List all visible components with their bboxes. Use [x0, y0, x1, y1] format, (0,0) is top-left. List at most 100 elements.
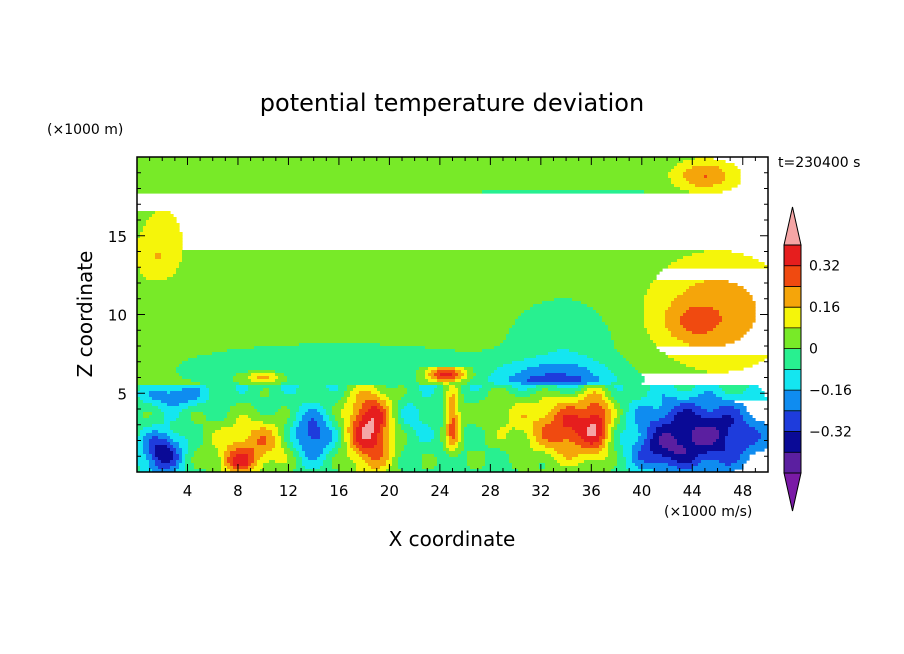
contour-cell [398, 421, 405, 425]
contour-cell [668, 463, 699, 467]
contour-cell [350, 424, 354, 428]
contour-cell [356, 400, 366, 404]
contour-cell [437, 370, 456, 374]
contour-cell [695, 403, 744, 407]
contour-cell [182, 388, 201, 392]
contour-cell [725, 391, 744, 395]
contour-cell [617, 451, 624, 455]
contour-cell [278, 430, 285, 434]
contour-cell [440, 436, 447, 440]
contour-cell [437, 379, 456, 383]
contour-cell [332, 409, 342, 413]
contour-cell [458, 388, 462, 392]
contour-cell [464, 397, 486, 401]
contour-cell [728, 430, 759, 434]
contour-cell [725, 178, 741, 182]
contour-cell [137, 229, 144, 233]
contour-cell [137, 418, 165, 422]
contour-cell [137, 442, 144, 446]
contour-cell [458, 397, 465, 401]
contour-cell [137, 358, 189, 362]
contour-cell [332, 457, 351, 461]
contour-cell [635, 412, 669, 416]
contour-cell [461, 415, 510, 419]
contour-cell [326, 445, 336, 449]
contour-cell [296, 415, 303, 419]
contour-cell [512, 325, 609, 329]
contour-cell [341, 430, 345, 434]
contour-cell [530, 307, 594, 311]
contour-cell [224, 451, 231, 455]
contour-cell [338, 439, 342, 443]
contour-cell [374, 421, 384, 425]
contour-cell [350, 436, 354, 440]
contour-cell [398, 460, 423, 464]
contour-cell [587, 394, 603, 398]
contour-cell [170, 391, 201, 395]
contour-cell [602, 424, 606, 428]
contour-cell [152, 403, 168, 407]
contour-cell [593, 358, 627, 362]
contour-cell [623, 409, 630, 413]
contour-cell [362, 427, 375, 431]
contour-cell [713, 442, 726, 446]
contour-cell [191, 379, 234, 383]
contour-cell [572, 427, 588, 431]
contour-cell [140, 430, 153, 434]
contour-cell [521, 415, 528, 419]
contour-cell [611, 430, 615, 434]
contour-cell [647, 394, 663, 398]
contour-cell [392, 403, 399, 407]
contour-cell [626, 466, 639, 470]
contour-cell [350, 418, 357, 422]
contour-cell [443, 394, 447, 398]
contour-cell [557, 412, 606, 416]
contour-cell [188, 448, 198, 452]
contour-cell [287, 442, 294, 446]
contour-cell [602, 397, 609, 401]
contour-cell [446, 406, 450, 410]
contour-cell [605, 418, 612, 422]
contour-cell [527, 433, 534, 437]
contour-cell [179, 415, 192, 419]
contour-cell [272, 448, 285, 452]
contour-cell [698, 463, 726, 467]
contour-cell [581, 388, 588, 392]
contour-cell [461, 391, 489, 395]
contour-cell [692, 466, 744, 470]
contour-cell [293, 451, 300, 455]
contour-cell [593, 391, 597, 395]
contour-cell [674, 418, 735, 422]
contour-cell [722, 415, 732, 419]
contour-cell [401, 415, 420, 419]
contour-cell [311, 436, 321, 440]
contour-cell [701, 406, 720, 410]
contour-cell [620, 421, 627, 425]
contour-cell [251, 373, 276, 377]
contour-cell [668, 448, 687, 452]
contour-cell [377, 442, 384, 446]
contour-cell [299, 439, 333, 443]
contour-cell [320, 454, 327, 458]
contour-cell [365, 400, 378, 404]
contour-cell [608, 427, 612, 431]
contour-cell [500, 343, 615, 347]
contour-cell [614, 397, 642, 401]
contour-cell [296, 463, 303, 467]
contour-cell [554, 415, 564, 419]
contour-cell [650, 283, 696, 287]
contour-cell [374, 427, 381, 431]
contour-cell [524, 430, 534, 434]
contour-cell [329, 415, 336, 419]
contour-cell [719, 322, 753, 326]
contour-cell [395, 445, 405, 449]
x-tick-label: 24 [430, 482, 449, 500]
contour-cell [545, 445, 582, 449]
contour-cell [602, 427, 606, 431]
contour-cell [338, 385, 348, 389]
y-tick-label: 10 [108, 307, 127, 325]
contour-cell [332, 439, 339, 443]
contour-cell [380, 427, 384, 431]
contour-cell [332, 424, 339, 428]
contour-cell [590, 442, 594, 446]
